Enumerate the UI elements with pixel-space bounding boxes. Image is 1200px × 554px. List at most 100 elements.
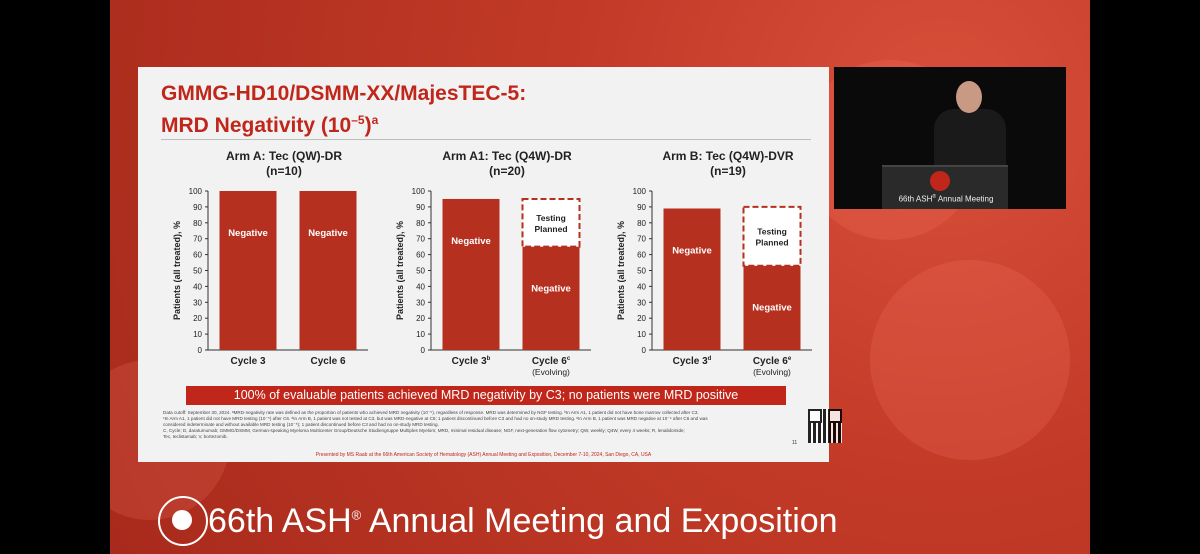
- y-tick-label: 10: [193, 330, 202, 339]
- bar-negative: [299, 191, 357, 350]
- ash-logo-icon: [158, 496, 208, 546]
- slide-title-line1: GMMG-HD10/DSMM-XX/MajesTEC-5:: [161, 82, 527, 105]
- y-tick-label: 40: [193, 282, 202, 291]
- x-tick-label: Cycle 3b: [452, 356, 491, 367]
- panel-n: (n=10): [266, 164, 302, 178]
- panel-heading: Arm A: Tec (QW)-DR: [226, 149, 342, 163]
- ash-logo-icon: [930, 171, 950, 191]
- y-tick-label: 50: [416, 267, 425, 276]
- podium-sign: 66th ASH® Annual Meeting: [884, 194, 1008, 204]
- title-divider: [161, 139, 811, 140]
- podium-text-2: Annual Meeting: [936, 194, 994, 204]
- y-tick-label: 0: [421, 346, 426, 355]
- meeting-title-a: 66th ASH: [208, 502, 352, 540]
- y-tick-label: 90: [193, 203, 202, 212]
- y-tick-label: 30: [416, 298, 425, 307]
- slide-title: GMMG-HD10/DSMM-XX/MajesTEC-5: MRD Negati…: [161, 81, 526, 139]
- planned-label: Planned: [534, 224, 567, 234]
- title-footnote-mark: a: [371, 113, 379, 127]
- page-number: 11: [792, 440, 798, 446]
- bar-negative: [522, 246, 580, 350]
- left-bezel: [0, 0, 110, 554]
- footnote-line: Data cutoff: September 30, 2024. ᵃMRD-ne…: [163, 410, 699, 415]
- speaker-head: [956, 81, 982, 113]
- slide-title-line2: MRD Negativity (10–5)a: [161, 107, 526, 139]
- title-text: MRD Negativity (10: [161, 114, 352, 137]
- y-tick-label: 90: [637, 203, 646, 212]
- bokeh-circle: [870, 260, 1070, 460]
- panel-n: (n=19): [710, 164, 746, 178]
- y-tick-label: 100: [189, 187, 203, 196]
- y-tick-label: 50: [637, 267, 646, 276]
- footnote-line: ᶜIn Arm A1, 1 patient did not have MRD t…: [163, 416, 708, 421]
- footnote-line: C, Cycle; D, daratumumab; GMMG/DSMM, Ger…: [163, 428, 685, 433]
- y-tick-label: 80: [637, 219, 646, 228]
- x-tick-label: Cycle 6: [310, 356, 345, 367]
- x-tick-sublabel: (Evolving): [753, 367, 791, 377]
- meeting-title-b: Annual Meeting and Exposition: [361, 502, 838, 540]
- y-tick-label: 100: [412, 187, 426, 196]
- bar-charts: 0 10 20 30 40 50 60 70 80 90 100 Patients (all trea…: [172, 187, 812, 377]
- qr-code[interactable]: [808, 409, 842, 443]
- y-tick-label: 10: [416, 330, 425, 339]
- x-tick-label: Cycle 3: [230, 356, 265, 367]
- slide: GMMG-HD10/DSMM-XX/MajesTEC-5: MRD Negati…: [138, 67, 842, 462]
- right-bezel: [1090, 0, 1200, 554]
- meeting-title: 66th ASH® Annual Meeting and Exposition: [208, 502, 838, 541]
- y-tick-label: 20: [193, 314, 202, 323]
- footnote-line: considered indeterminate and without ava…: [163, 422, 439, 427]
- y-tick-label: 20: [637, 314, 646, 323]
- panel-title-arm-a: Arm A: Tec (QW)-DR (n=10): [184, 149, 384, 179]
- x-tick-label: Cycle 3d: [673, 356, 712, 367]
- y-tick-label: 60: [637, 251, 646, 260]
- x-tick-label: Cycle 6e: [753, 356, 792, 367]
- podium-reg: ®: [932, 194, 937, 200]
- y-tick-label: 40: [637, 282, 646, 291]
- panel-n: (n=20): [489, 164, 525, 178]
- bar-label: Negative: [531, 284, 571, 295]
- bar-label: Negative: [228, 228, 268, 239]
- bar-label: Negative: [752, 303, 792, 314]
- panel-title-arm-b: Arm B: Tec (Q4W)-DVR (n=19): [628, 149, 828, 179]
- bar-negative: [442, 198, 500, 350]
- x-tick-footnote: b: [487, 356, 491, 362]
- y-tick-label: 60: [193, 251, 202, 260]
- title-exponent: –5: [351, 113, 365, 127]
- y-tick-label: 100: [633, 187, 647, 196]
- bar-negative: [219, 191, 277, 350]
- meeting-title-reg: ®: [351, 507, 362, 523]
- y-tick-label: 40: [416, 282, 425, 291]
- y-tick-label: 80: [416, 219, 425, 228]
- y-tick-label: 30: [193, 298, 202, 307]
- x-tick-sublabel: (Evolving): [532, 367, 570, 377]
- y-tick-label: 10: [637, 330, 646, 339]
- footnote-line: Tec, teclistamab; V, bortezomib.: [163, 434, 228, 439]
- bar-label: Negative: [308, 228, 348, 239]
- bar-negative: [663, 208, 721, 350]
- y-tick-label: 50: [193, 267, 202, 276]
- ash-logo-inner: [172, 510, 192, 530]
- y-tick-label: 70: [193, 235, 202, 244]
- speaker-camera-feed: 66th ASH® Annual Meeting: [834, 67, 1066, 209]
- panel-title-arm-a1: Arm A1: Tec (Q4W)-DR (n=20): [407, 149, 607, 179]
- panel-heading: Arm B: Tec (Q4W)-DVR: [662, 149, 794, 163]
- bar-testing-planned: [521, 197, 581, 248]
- x-tick-footnote: e: [788, 356, 792, 362]
- y-tick-label: 90: [416, 203, 425, 212]
- y-tick-label: 30: [637, 298, 646, 307]
- presentation-stage: GMMG-HD10/DSMM-XX/MajesTEC-5: MRD Negati…: [110, 0, 1090, 554]
- bar-negative: [743, 265, 801, 350]
- bar-testing-planned: [742, 205, 802, 267]
- bar-label: Negative: [672, 245, 712, 256]
- y-axis-label: Patients (all treated), %: [616, 221, 626, 320]
- footnotes: Data cutoff: September 30, 2024. ᵃMRD-ne…: [163, 410, 773, 440]
- y-tick-label: 70: [637, 235, 646, 244]
- bar-label: Negative: [451, 236, 491, 247]
- y-axis-label: Patients (all treated), %: [172, 221, 182, 320]
- title-close: ): [364, 114, 372, 137]
- panel-heading: Arm A1: Tec (Q4W)-DR: [442, 149, 572, 163]
- x-tick-footnote: c: [567, 356, 571, 362]
- planned-label: Testing: [536, 213, 566, 223]
- y-tick-label: 60: [416, 251, 425, 260]
- y-tick-label: 20: [416, 314, 425, 323]
